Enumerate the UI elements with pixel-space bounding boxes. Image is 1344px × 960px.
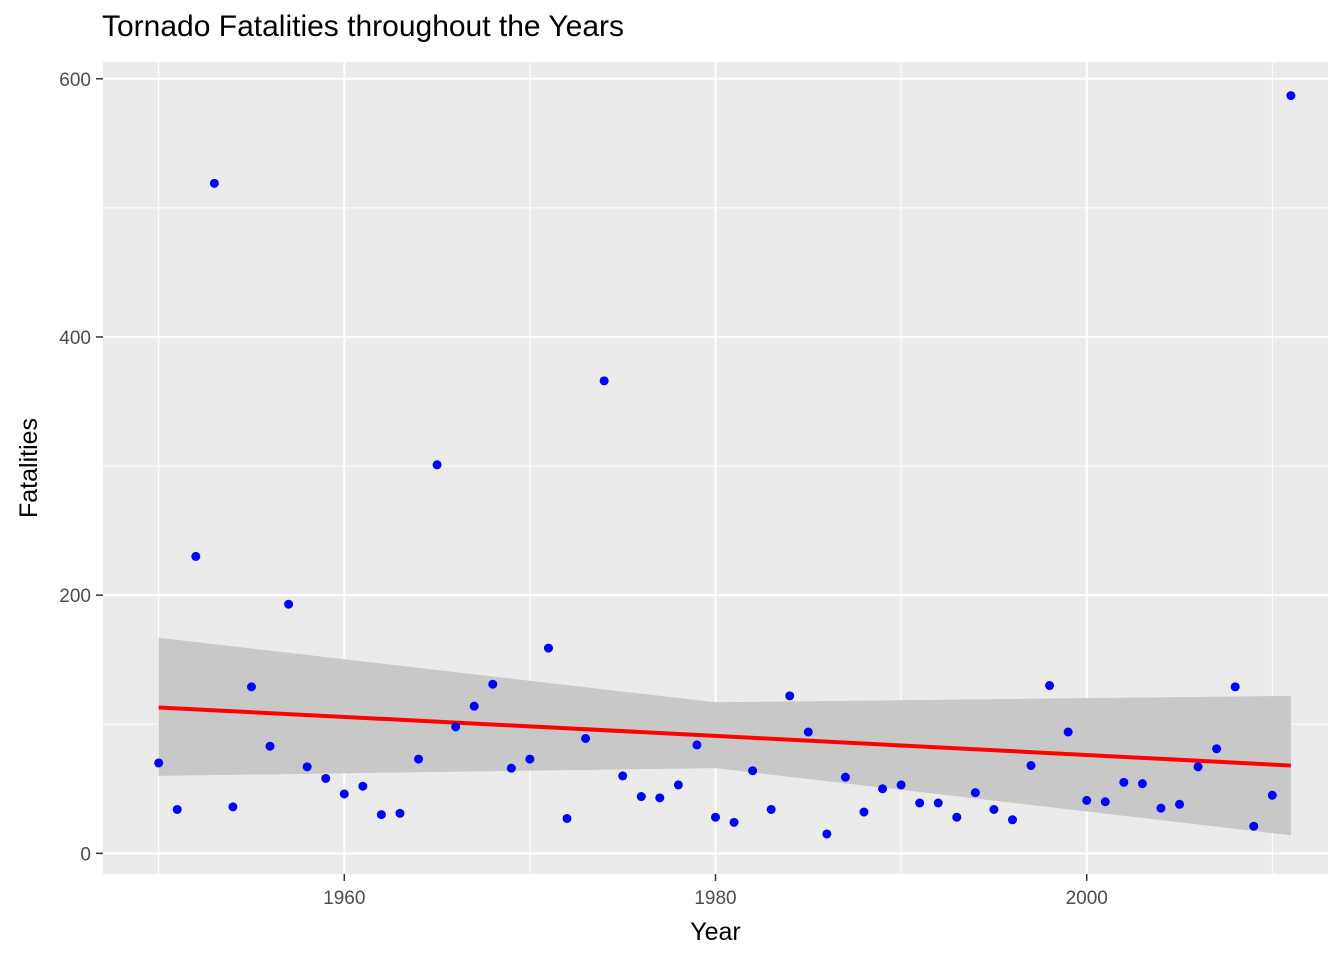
data-point (302, 762, 312, 772)
data-point (970, 788, 980, 798)
data-point (1063, 727, 1073, 737)
data-point (859, 807, 869, 817)
data-point (915, 798, 925, 808)
data-point (358, 781, 368, 791)
data-point (469, 701, 479, 711)
data-point (599, 376, 609, 386)
data-point (506, 763, 516, 773)
y-axis-ticks: 0 200 400 600 (59, 70, 103, 865)
data-point (1175, 799, 1185, 809)
data-point (395, 808, 405, 818)
data-point (1119, 777, 1129, 787)
data-point (339, 789, 349, 799)
data-point (618, 771, 628, 781)
data-point (1267, 790, 1277, 800)
data-point (376, 810, 386, 820)
data-point (673, 780, 683, 790)
data-point (451, 722, 461, 732)
data-point (1230, 682, 1240, 692)
data-point (172, 804, 182, 814)
data-point (1007, 815, 1017, 825)
data-points (154, 91, 1296, 839)
data-point (154, 758, 164, 768)
data-point (265, 741, 275, 751)
data-point (803, 727, 813, 737)
data-point (1286, 91, 1296, 101)
trend-line (158, 705, 1291, 768)
x-tick-label: 1960 (323, 888, 365, 909)
data-point (711, 812, 720, 822)
y-tick-label: 600 (59, 70, 91, 91)
data-point (840, 772, 850, 782)
x-axis-ticks: 1960 1980 2000 (323, 874, 1108, 909)
data-point (209, 178, 219, 188)
data-point (321, 773, 331, 783)
data-point (1193, 762, 1203, 772)
data-point (636, 792, 646, 802)
data-point (432, 460, 442, 470)
data-point (1137, 779, 1147, 789)
data-point (1045, 681, 1055, 691)
data-point (748, 766, 758, 776)
data-point (766, 804, 776, 814)
data-point (896, 780, 906, 790)
data-point (952, 812, 962, 822)
data-point (581, 733, 591, 743)
data-point (525, 754, 535, 764)
data-point (822, 829, 832, 839)
data-point (562, 813, 572, 823)
data-point (1082, 795, 1092, 805)
data-point (729, 817, 739, 827)
data-point (989, 804, 999, 814)
y-tick-label: 400 (59, 328, 91, 349)
data-point (191, 551, 201, 561)
chart-title: Tornado Fatalities throughout the Years (102, 10, 625, 43)
data-point (785, 691, 795, 701)
y-tick-label: 200 (59, 586, 91, 607)
data-point (246, 682, 256, 692)
data-point (1249, 821, 1259, 831)
data-point (1100, 797, 1110, 807)
data-point (488, 679, 498, 689)
data-point (878, 784, 888, 794)
data-point (655, 793, 665, 803)
x-axis-title: Year (690, 918, 741, 946)
y-tick-label: 0 (80, 844, 91, 865)
y-axis-title: Fatalities (15, 418, 43, 518)
data-point (543, 643, 553, 653)
data-point (1212, 744, 1222, 754)
x-tick-label: 2000 (1066, 888, 1108, 909)
data-point (1156, 803, 1166, 813)
data-point (284, 599, 294, 609)
data-point (414, 754, 424, 764)
data-point (933, 798, 943, 808)
x-tick-label: 1980 (694, 888, 736, 909)
data-point (1026, 761, 1036, 771)
data-point (692, 740, 702, 750)
data-point (228, 802, 238, 812)
